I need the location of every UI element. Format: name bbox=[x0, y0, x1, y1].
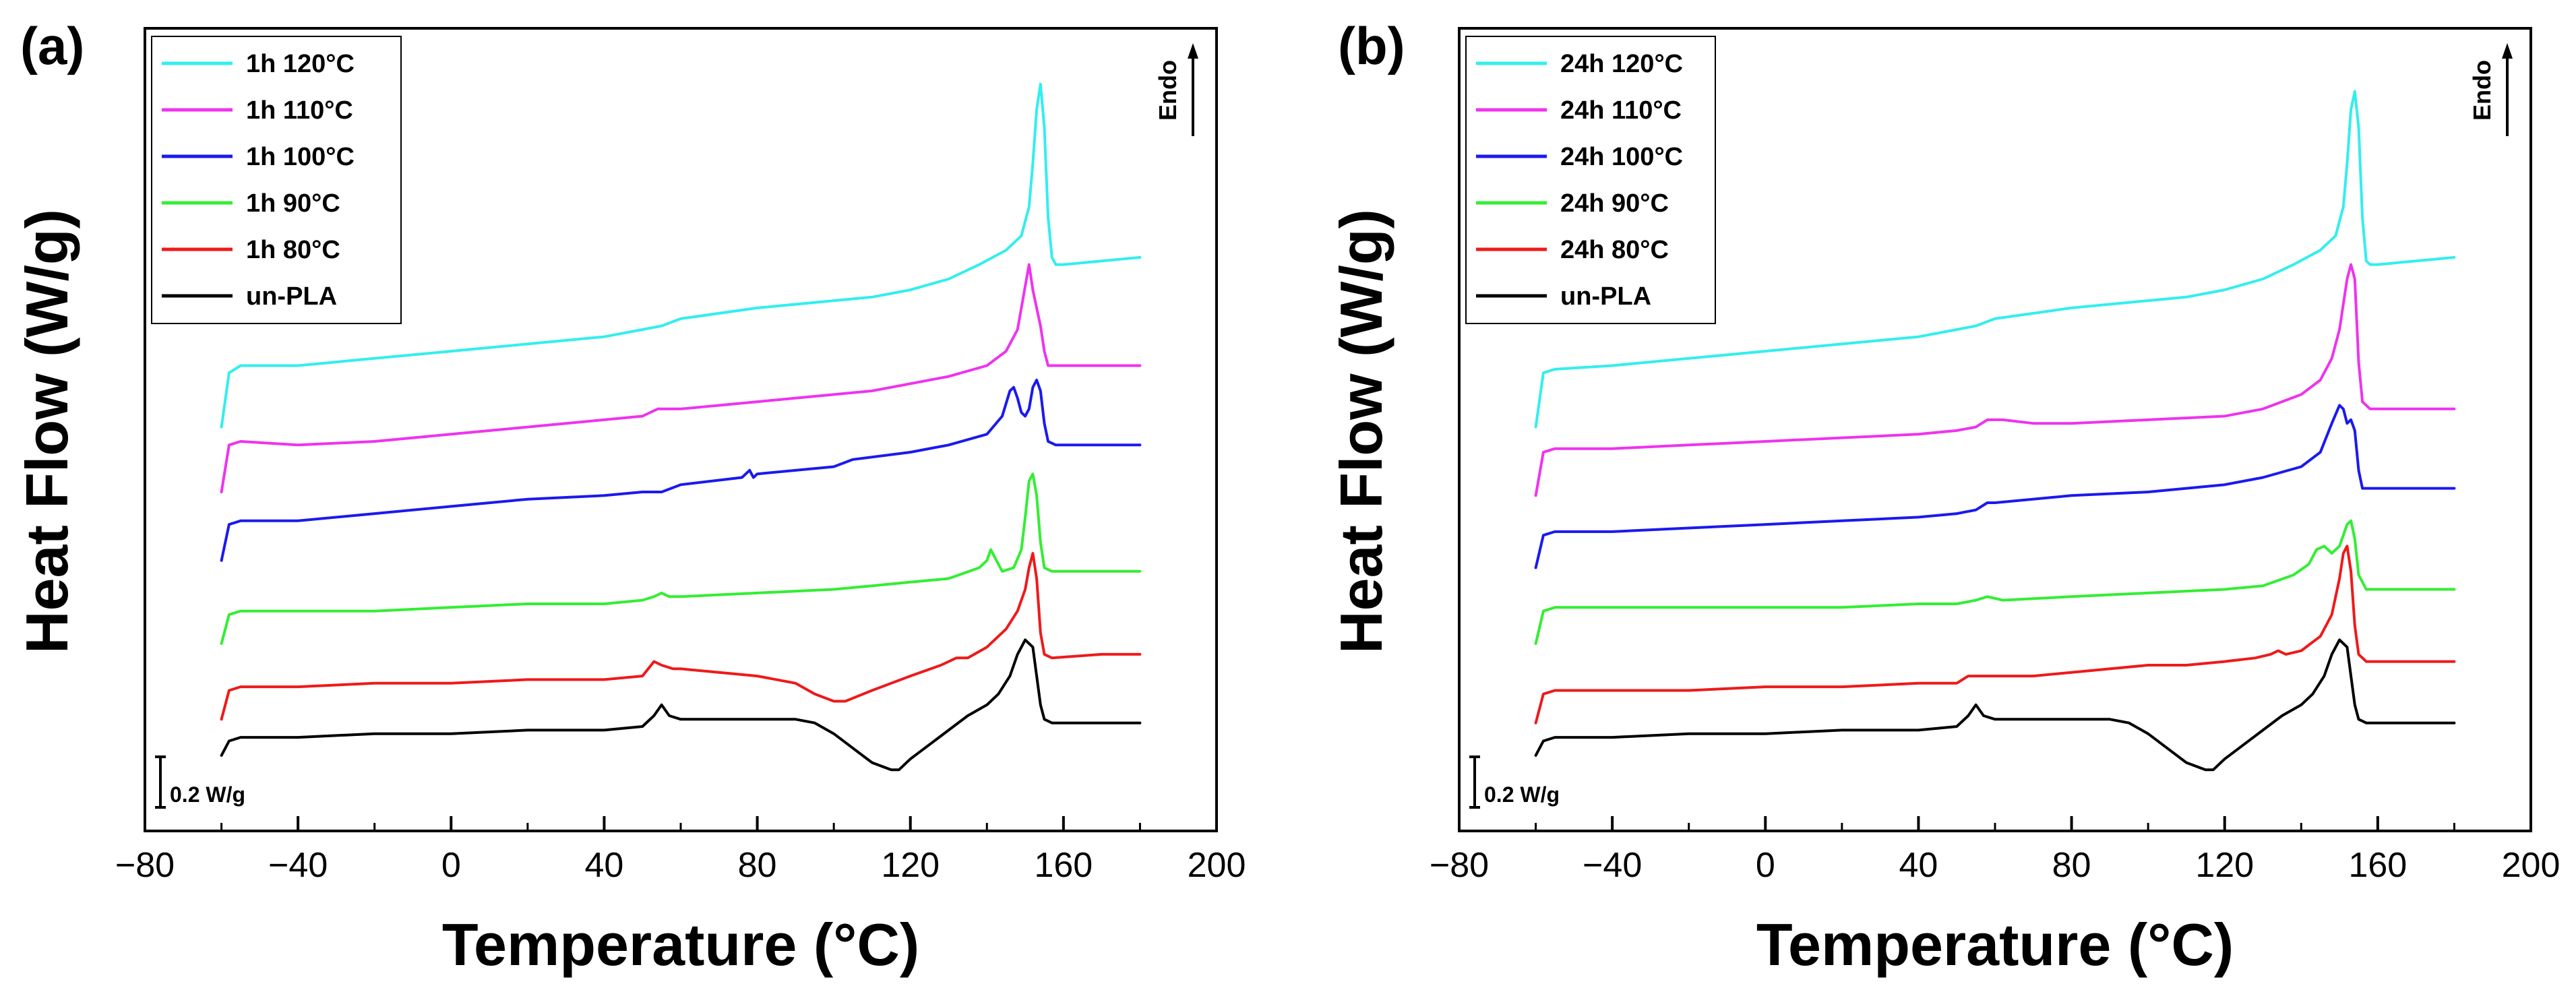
legend-label: 24h 80°C bbox=[1560, 236, 1669, 264]
legend-label: 1h 120°C bbox=[246, 50, 355, 78]
series-line-1h-80-c bbox=[220, 552, 1142, 721]
y-axis-title: Heat Flow (W/g) bbox=[13, 209, 80, 654]
scale-bar-label: 0.2 W/g bbox=[1484, 782, 1560, 807]
panel-label: (a) bbox=[20, 16, 84, 75]
series-line-24h-110-c bbox=[1534, 263, 2456, 497]
x-tick-label: 200 bbox=[1188, 846, 1246, 885]
series-line-1h-90-c bbox=[220, 472, 1142, 645]
x-tick-label: 160 bbox=[2348, 846, 2407, 885]
legend-label: 1h 100°C bbox=[246, 143, 355, 171]
legend-label: 1h 90°C bbox=[246, 189, 340, 218]
legend-label: 24h 110°C bbox=[1560, 96, 1682, 125]
panel-b: (b) −80 −40 0 40 80 120 160 200 Temperature (°C) H… bbox=[1328, 16, 2560, 978]
series-line-1h-110-c bbox=[220, 263, 1142, 493]
x-tick-label: 160 bbox=[1034, 846, 1093, 885]
x-tick-label: −40 bbox=[268, 846, 328, 885]
legend-label: un-PLA bbox=[1560, 282, 1651, 311]
x-tick-label: 120 bbox=[2195, 846, 2254, 885]
x-tick-label: −80 bbox=[115, 846, 175, 885]
x-tick-label: 80 bbox=[2052, 846, 2091, 885]
legend-label: 1h 110°C bbox=[246, 96, 353, 125]
x-axis-title: Temperature (°C) bbox=[442, 911, 919, 978]
x-tick-label: 0 bbox=[441, 846, 461, 885]
endo-label: Endo bbox=[2468, 60, 2496, 121]
panel-a: (a) −80 −40 0 40 80 120 160 200 Temperature (°C) H… bbox=[13, 16, 1246, 978]
series-line-un-pla bbox=[220, 638, 1142, 772]
series-line-un-pla bbox=[1534, 638, 2456, 772]
legend-label: 24h 120°C bbox=[1560, 50, 1683, 78]
x-tick-label: 80 bbox=[738, 846, 777, 885]
series-line-1h-100-c bbox=[220, 378, 1142, 562]
y-axis-title: Heat Flow (W/g) bbox=[1328, 209, 1394, 654]
series-line-24h-90-c bbox=[1534, 519, 2456, 645]
endo-arrow-head bbox=[2502, 43, 2513, 59]
legend-box bbox=[1465, 36, 1716, 324]
series-line-1h-120-c bbox=[220, 82, 1142, 429]
x-tick-label: −40 bbox=[1583, 846, 1642, 885]
scale-bar-label: 0.2 W/g bbox=[170, 782, 245, 807]
series-line-24h-100-c bbox=[1534, 404, 2456, 569]
legend-label: un-PLA bbox=[246, 282, 337, 311]
endo-arrow-head bbox=[1188, 43, 1198, 59]
series-line-24h-120-c bbox=[1534, 90, 2456, 429]
legend-box bbox=[151, 36, 402, 324]
x-tick-label: 40 bbox=[1899, 846, 1938, 885]
legend-label: 24h 100°C bbox=[1560, 143, 1683, 171]
legend-label: 1h 80°C bbox=[246, 236, 340, 264]
x-tick-label: 200 bbox=[2502, 846, 2560, 885]
x-axis-title: Temperature (°C) bbox=[1756, 911, 2234, 978]
series-line-24h-80-c bbox=[1534, 545, 2456, 724]
x-tick-label: 120 bbox=[881, 846, 940, 885]
legend-label: 24h 90°C bbox=[1560, 189, 1669, 218]
x-tick-label: −80 bbox=[1430, 846, 1489, 885]
x-tick-label: 0 bbox=[1756, 846, 1775, 885]
panel-label: (b) bbox=[1338, 16, 1405, 75]
endo-label: Endo bbox=[1154, 60, 1182, 121]
x-tick-label: 40 bbox=[585, 846, 624, 885]
